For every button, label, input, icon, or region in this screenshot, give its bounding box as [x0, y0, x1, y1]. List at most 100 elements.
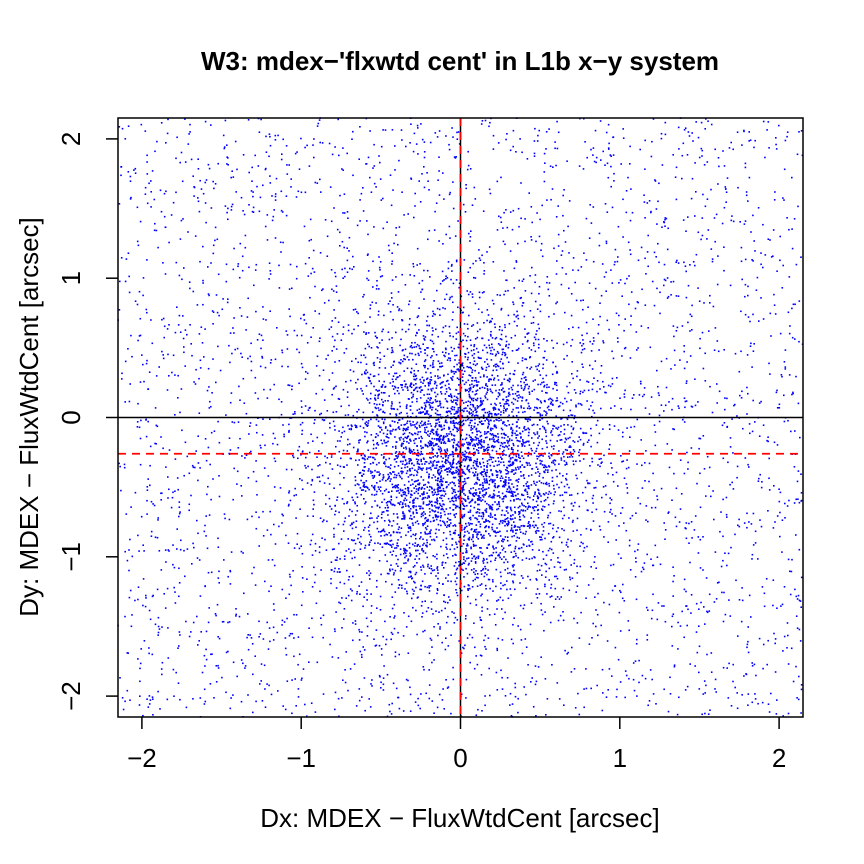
scatter-point	[689, 313, 692, 316]
scatter-point	[295, 494, 297, 496]
scatter-point	[380, 535, 382, 537]
scatter-point	[744, 220, 747, 222]
scatter-point	[462, 373, 464, 375]
scatter-point	[425, 528, 428, 531]
scatter-point	[389, 472, 391, 474]
scatter-point	[551, 434, 554, 436]
scatter-point	[423, 339, 426, 341]
scatter-point	[414, 426, 417, 428]
scatter-point	[472, 413, 474, 416]
scatter-point	[458, 506, 461, 509]
scatter-point	[468, 411, 470, 413]
scatter-point	[391, 453, 393, 455]
scatter-point	[149, 464, 151, 467]
scatter-point	[515, 494, 517, 497]
scatter-point	[530, 349, 533, 351]
scatter-point	[342, 449, 345, 452]
scatter-point	[574, 501, 576, 504]
scatter-point	[513, 287, 515, 289]
scatter-point	[402, 515, 405, 517]
scatter-point	[419, 468, 422, 470]
scatter-point	[541, 509, 544, 511]
scatter-point	[376, 403, 378, 406]
scatter-point	[445, 543, 448, 546]
scatter-point	[536, 509, 539, 512]
scatter-point	[258, 131, 261, 133]
scatter-point	[609, 443, 611, 446]
scatter-point	[254, 392, 257, 394]
scatter-point	[505, 410, 507, 412]
scatter-point	[401, 418, 404, 420]
scatter-point	[373, 364, 375, 367]
scatter-point	[444, 393, 447, 395]
scatter-point	[494, 535, 497, 537]
scatter-point	[570, 454, 573, 456]
scatter-point	[745, 194, 748, 197]
scatter-point	[445, 486, 448, 489]
scatter-point	[522, 475, 525, 477]
scatter-point	[753, 343, 755, 345]
scatter-point	[460, 386, 463, 389]
scatter-point	[504, 442, 506, 444]
scatter-point	[426, 525, 429, 527]
scatter-point	[452, 678, 455, 681]
scatter-point	[512, 581, 515, 584]
scatter-point	[548, 295, 551, 297]
scatter-point	[512, 373, 515, 375]
scatter-point	[531, 543, 534, 546]
scatter-point	[387, 510, 389, 512]
scatter-point	[484, 526, 486, 529]
scatter-point	[365, 617, 368, 620]
scatter-point	[428, 585, 430, 587]
scatter-point	[483, 440, 485, 442]
scatter-point	[490, 506, 492, 508]
scatter-point	[558, 434, 561, 436]
scatter-point	[569, 554, 571, 557]
scatter-point	[605, 493, 607, 496]
scatter-point	[476, 464, 478, 467]
scatter-point	[342, 326, 345, 328]
scatter-point	[782, 650, 784, 652]
scatter-point	[468, 501, 471, 504]
scatter-point	[769, 373, 771, 375]
scatter-point	[426, 586, 429, 589]
scatter-point	[480, 534, 482, 536]
scatter-point	[412, 499, 415, 502]
scatter-point	[484, 568, 487, 570]
scatter-point	[567, 437, 569, 440]
scatter-point	[369, 397, 372, 400]
scatter-point	[528, 539, 530, 541]
scatter-point	[418, 408, 421, 410]
scatter-point	[543, 384, 546, 387]
scatter-point	[548, 490, 551, 493]
scatter-point	[334, 146, 336, 148]
scatter-point	[551, 461, 553, 464]
scatter-point	[378, 380, 380, 382]
scatter-point	[494, 514, 496, 516]
scatter-point	[475, 460, 477, 463]
scatter-point	[376, 415, 379, 417]
scatter-point	[621, 355, 623, 357]
scatter-point	[419, 412, 422, 415]
scatter-point	[329, 505, 331, 508]
scatter-point	[461, 524, 463, 527]
scatter-point	[408, 303, 410, 306]
scatter-point	[391, 385, 394, 387]
scatter-point	[428, 473, 430, 475]
scatter-point	[455, 422, 458, 424]
scatter-point	[489, 534, 491, 537]
scatter-point	[544, 499, 547, 501]
scatter-point	[513, 500, 515, 502]
scatter-point	[369, 304, 372, 306]
scatter-point	[537, 398, 540, 401]
scatter-point	[405, 552, 407, 555]
scatter-point	[363, 677, 366, 679]
scatter-point	[402, 451, 404, 454]
scatter-point	[389, 430, 391, 432]
scatter-point	[512, 642, 514, 645]
scatter-point	[784, 139, 787, 142]
scatter-point	[383, 542, 386, 545]
scatter-point	[518, 456, 520, 459]
scatter-point	[410, 575, 412, 577]
scatter-point	[362, 481, 365, 484]
